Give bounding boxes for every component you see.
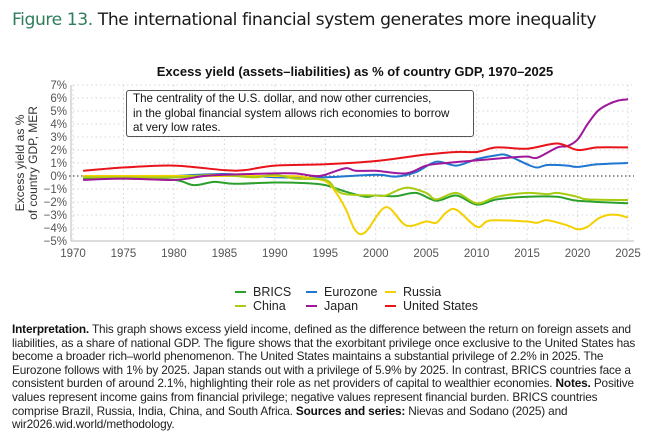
- legend-label: China: [253, 299, 286, 313]
- series-lines: [83, 98, 629, 236]
- x-tick-label: 1995: [312, 248, 338, 260]
- y-tick-label: −1%: [44, 184, 67, 196]
- interpretation-body: Nievas and Sodano (2025) and wir2026.wid…: [12, 403, 568, 432]
- x-tick-label: 2020: [565, 248, 591, 260]
- y-tick-label: −3%: [44, 210, 67, 222]
- legend-item: Japan: [306, 299, 358, 313]
- y-axis-ticks: 7%6%5%4%3%2%1%0%−1%−2%−3%−4%−5%: [44, 80, 67, 248]
- x-tick-label: 1985: [212, 248, 238, 260]
- y-tick-label: 3%: [50, 132, 67, 144]
- y-tick-label: −5%: [44, 236, 67, 248]
- y-axis-label-line2: of country GDP, MER: [26, 106, 40, 220]
- legend-label: BRICS: [253, 285, 292, 299]
- legend-item: China: [235, 299, 286, 313]
- interpretation-heading: Sources and series:: [295, 403, 406, 418]
- figure-title-text: The international financial system gener…: [97, 10, 597, 30]
- legend-item: BRICS: [235, 285, 291, 299]
- series-line-united-states: [83, 142, 629, 172]
- series-line-china: [83, 173, 629, 205]
- legend-label: Russia: [403, 285, 442, 299]
- x-tick-label: 1980: [161, 248, 187, 260]
- line-chart: Excess yield (assets–liabilities) as % o…: [13, 64, 641, 260]
- legend-swatch: [306, 290, 317, 294]
- legend-label: Japan: [324, 299, 359, 313]
- y-tick-label: 5%: [50, 106, 67, 118]
- y-tick-label: −2%: [44, 197, 67, 209]
- x-tick-label: 1990: [262, 248, 288, 260]
- x-tick-label: 2005: [413, 248, 439, 260]
- legend-swatch: [235, 304, 246, 308]
- y-tick-label: 0%: [50, 171, 67, 183]
- x-tick-label: 2025: [615, 248, 641, 260]
- legend-item: Russia: [385, 285, 441, 299]
- x-tick-label: 2010: [464, 248, 490, 260]
- legend-item: Eurozone: [306, 285, 378, 299]
- y-axis-label-line1: Excess yield as %: [13, 114, 27, 211]
- interpretation-body: Positive values represent income gains f…: [12, 376, 634, 418]
- chart-title: Excess yield (assets–liabilities) as % o…: [157, 64, 553, 79]
- x-tick-label: 1970: [60, 248, 86, 260]
- y-tick-label: 7%: [50, 80, 67, 92]
- series-line-japan: [83, 98, 629, 181]
- legend-swatch: [235, 290, 246, 294]
- series-line-russia: [83, 174, 629, 236]
- figure-title: Figure 13. The international financial s…: [12, 10, 597, 30]
- x-tick-label: 2015: [514, 248, 540, 260]
- y-tick-label: 6%: [50, 93, 67, 105]
- legend-swatch: [306, 304, 317, 308]
- annotation-line: at very low rates.: [133, 121, 221, 134]
- annotation-box: The centrality of the U.S. dollar, and n…: [126, 90, 474, 137]
- y-tick-label: −4%: [44, 223, 67, 235]
- x-tick-label: 2000: [363, 248, 389, 260]
- y-tick-label: 2%: [50, 145, 67, 157]
- annotation-line: The centrality of the U.S. dollar, and n…: [133, 92, 432, 105]
- series-line-eurozone: [173, 153, 629, 179]
- interpretation-heading: Notes.: [555, 376, 591, 391]
- x-tick-label: 1975: [111, 248, 137, 260]
- x-axis-ticks: 1970 1975 1980 1985 1990 1995 2000 2005 2010 2015…: [60, 248, 641, 260]
- legend-swatch: [385, 290, 396, 294]
- interpretation-heading: Interpretation.: [12, 322, 90, 336]
- y-tick-label: 1%: [50, 158, 67, 170]
- series-line-brics: [83, 177, 629, 206]
- interpretation-text: Interpretation. This graph shows excess …: [12, 322, 642, 432]
- legend-item: United States: [385, 299, 478, 313]
- y-tick-label: 4%: [50, 119, 67, 131]
- interpretation-body: This graph shows excess yield income, de…: [12, 322, 636, 391]
- legend-label: United States: [403, 299, 479, 313]
- figure-number: Figure 13.: [12, 10, 93, 30]
- annotation-line: in the global financial system allows ri…: [133, 106, 450, 120]
- legend-label: Eurozone: [324, 285, 378, 299]
- legend-swatch: [385, 304, 396, 308]
